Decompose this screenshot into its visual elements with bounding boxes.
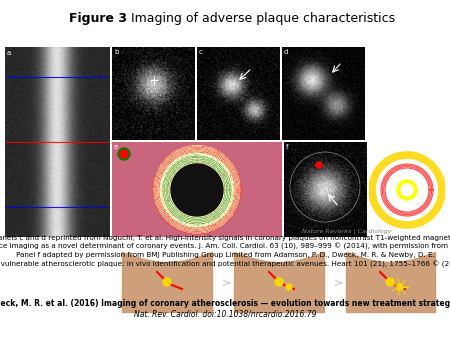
Text: c: c [199, 49, 203, 55]
Text: d: d [284, 49, 288, 55]
Text: i: i [226, 241, 228, 247]
Text: j: j [338, 241, 340, 247]
Circle shape [397, 180, 417, 200]
Circle shape [397, 284, 403, 290]
Text: f: f [286, 144, 288, 150]
Circle shape [118, 148, 130, 160]
Text: b: b [114, 49, 118, 55]
Text: Imaging of adverse plaque characteristics: Imaging of adverse plaque characteristic… [127, 12, 396, 25]
Text: Nature Reviews | Cardiology: Nature Reviews | Cardiology [302, 228, 392, 234]
Circle shape [386, 278, 394, 286]
Text: a: a [7, 50, 11, 56]
Text: e: e [114, 144, 118, 150]
Circle shape [163, 278, 171, 286]
Circle shape [286, 284, 292, 290]
Text: Panels c and d reprinted from Noguchi, T. et al. High-intensity signals in coron: Panels c and d reprinted from Noguchi, T… [0, 235, 450, 268]
Text: Dweck, M. R. et al. (2016) Imaging of coronary atherosclerosis — evolution towar: Dweck, M. R. et al. (2016) Imaging of co… [0, 299, 450, 308]
Circle shape [275, 278, 283, 286]
Circle shape [401, 184, 413, 196]
Text: Figure 3: Figure 3 [69, 12, 127, 25]
Text: Nat. Rev. Cardiol. doi:10.1038/nrcardio.2016.79: Nat. Rev. Cardiol. doi:10.1038/nrcardio.… [134, 309, 316, 318]
Text: h: h [114, 241, 118, 247]
Circle shape [120, 150, 128, 158]
Text: g: g [371, 144, 375, 150]
Circle shape [316, 162, 322, 168]
Circle shape [171, 164, 223, 216]
